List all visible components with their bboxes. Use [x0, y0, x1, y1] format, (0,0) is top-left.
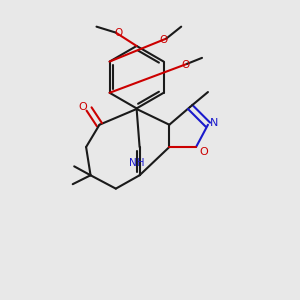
Text: NH: NH [129, 158, 144, 168]
Text: O: O [181, 60, 190, 70]
Text: O: O [199, 147, 208, 158]
Text: O: O [160, 35, 168, 45]
Text: N: N [210, 118, 219, 128]
Text: O: O [78, 103, 87, 112]
Text: O: O [114, 28, 122, 38]
